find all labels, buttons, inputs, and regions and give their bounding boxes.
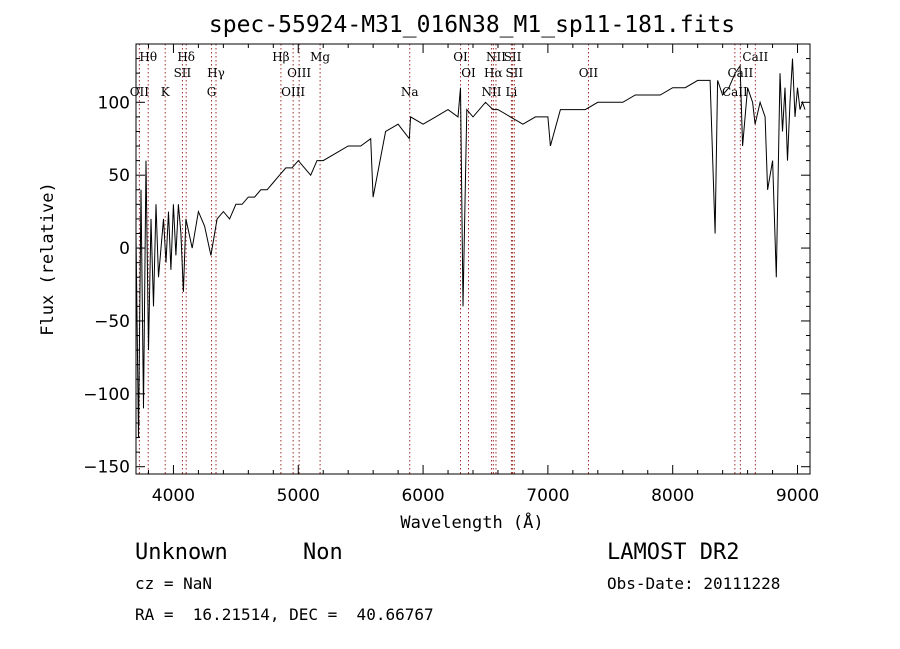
- x-tick-label: 4000: [152, 486, 195, 506]
- y-tick-label: 100: [98, 93, 130, 113]
- y-axis-ticks: −150 −100 −50 0 50 100: [83, 58, 810, 478]
- reference-line-label: Hθ: [139, 50, 157, 64]
- reference-line-label: OI: [461, 66, 476, 80]
- x-tick-label: 7000: [526, 486, 569, 506]
- reference-line-label: CaII: [742, 50, 768, 64]
- x-tick-label: 5000: [277, 486, 320, 506]
- reference-line-label: OIII: [287, 66, 311, 80]
- x-axis-ticks: 4000 5000 6000 7000 8000 9000: [147, 44, 819, 506]
- reference-line-label: OI: [453, 50, 468, 64]
- reference-line-label: OII: [130, 85, 150, 99]
- spectrum-line: [135, 58, 806, 438]
- reference-lines: [138, 44, 756, 474]
- reference-line-label: Mg: [310, 50, 330, 64]
- obs-date: Obs-Date: 20111228: [607, 574, 780, 593]
- plot-frame: [135, 43, 811, 475]
- reference-line-label: CaII: [722, 85, 748, 99]
- x-axis-label: Wavelength (Å): [400, 511, 543, 533]
- survey-label: LAMOST DR2: [607, 540, 739, 565]
- reference-line-label: Hδ: [177, 50, 195, 64]
- reference-line-label: OIII: [281, 85, 305, 99]
- x-tick-label: 9000: [776, 486, 819, 506]
- reference-line-label: Hβ: [272, 50, 289, 64]
- coordinates: RA = 16.21514, DEC = 40.66767: [135, 605, 434, 624]
- reference-line-label: G: [207, 85, 217, 99]
- reference-line-label: Na: [401, 85, 419, 99]
- class-label: Unknown: [135, 540, 228, 565]
- subclass-label: Non: [303, 540, 343, 565]
- y-tick-label: −50: [94, 312, 130, 332]
- chart-title: spec-55924-M31_016N38_M1_sp11-181.fits: [209, 12, 735, 38]
- reference-line-labels: Hθ OII K Hδ SII Hγ G Hβ OIII OIII Mg Na OI OI NII Hα NII…: [130, 50, 769, 99]
- x-tick-label: 6000: [401, 486, 444, 506]
- reference-line-label: SII: [174, 66, 192, 80]
- reference-line-label: SII: [504, 50, 522, 64]
- y-tick-label: −150: [83, 458, 130, 478]
- y-tick-label: 0: [119, 239, 130, 259]
- cz-value: cz = NaN: [135, 574, 212, 593]
- y-axis-label: Flux (relative): [38, 182, 58, 336]
- reference-line-label: NII: [486, 50, 506, 64]
- reference-line-label: OII: [579, 66, 599, 80]
- reference-line-label: SII: [505, 66, 523, 80]
- reference-line-label: Li: [506, 85, 518, 99]
- x-tick-label: 8000: [651, 486, 694, 506]
- y-tick-label: −100: [83, 385, 130, 405]
- reference-line-label: K: [161, 85, 171, 99]
- reference-line-label: Hα: [484, 66, 503, 80]
- y-tick-label: 50: [108, 166, 130, 186]
- reference-line-label: NII: [481, 85, 501, 99]
- reference-line-label: Hγ: [207, 66, 225, 80]
